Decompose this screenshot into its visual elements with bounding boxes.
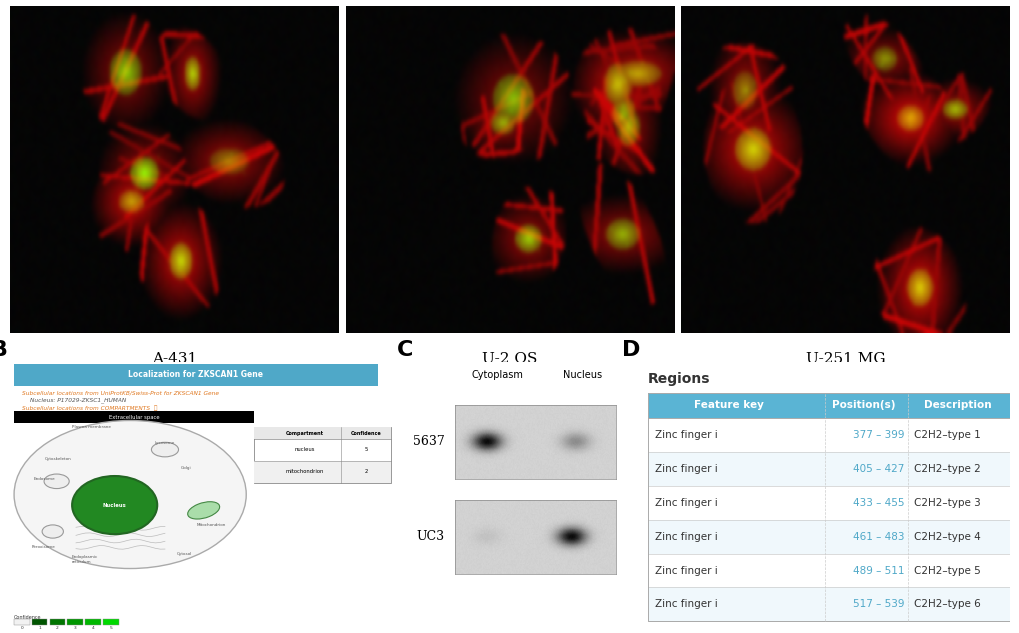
Text: 1: 1 xyxy=(38,626,41,630)
Text: Zinc finger i: Zinc finger i xyxy=(654,430,717,440)
Text: 461 – 483: 461 – 483 xyxy=(852,532,904,542)
FancyBboxPatch shape xyxy=(67,618,83,625)
FancyBboxPatch shape xyxy=(14,618,30,625)
Text: 5: 5 xyxy=(365,448,368,453)
FancyBboxPatch shape xyxy=(50,618,65,625)
Text: 2: 2 xyxy=(365,469,368,474)
Text: 377 – 399: 377 – 399 xyxy=(852,430,904,440)
FancyBboxPatch shape xyxy=(647,520,1009,553)
Text: 517 – 539: 517 – 539 xyxy=(852,599,904,610)
Text: Nucleus: P17029-ZKSC1_HUMAN: Nucleus: P17029-ZKSC1_HUMAN xyxy=(30,398,125,403)
FancyBboxPatch shape xyxy=(14,364,377,386)
Ellipse shape xyxy=(14,420,246,568)
Text: Lysosome: Lysosome xyxy=(155,441,175,445)
Text: C2H2–type 4: C2H2–type 4 xyxy=(913,532,979,542)
FancyBboxPatch shape xyxy=(86,618,101,625)
Ellipse shape xyxy=(44,474,69,489)
Text: Peroxisome: Peroxisome xyxy=(32,546,55,549)
Text: Regions: Regions xyxy=(647,372,709,385)
Ellipse shape xyxy=(72,476,157,534)
Text: Endoplasmic
reticulum: Endoplasmic reticulum xyxy=(72,555,98,563)
Text: Zinc finger i: Zinc finger i xyxy=(654,532,717,542)
Text: C: C xyxy=(396,340,413,360)
Text: B: B xyxy=(0,340,8,360)
Text: Subcellular locations from UniProtKB/Swiss-Prot for ZKSCAN1 Gene: Subcellular locations from UniProtKB/Swi… xyxy=(21,391,219,395)
Text: 0: 0 xyxy=(20,626,23,630)
FancyBboxPatch shape xyxy=(103,618,118,625)
FancyBboxPatch shape xyxy=(32,618,47,625)
FancyBboxPatch shape xyxy=(647,486,1009,520)
Text: mitochondrion: mitochondrion xyxy=(285,469,324,474)
Text: 405 – 427: 405 – 427 xyxy=(852,464,904,473)
Text: Confidence: Confidence xyxy=(351,430,381,436)
Text: Mitochondrion: Mitochondrion xyxy=(197,523,226,527)
Text: Extracellular space: Extracellular space xyxy=(109,415,159,420)
FancyBboxPatch shape xyxy=(647,392,1009,418)
Text: 433 – 455: 433 – 455 xyxy=(852,498,904,508)
FancyBboxPatch shape xyxy=(647,452,1009,486)
Ellipse shape xyxy=(151,442,178,457)
Text: Nucleus: Nucleus xyxy=(562,370,601,380)
Text: U-2 OS: U-2 OS xyxy=(482,353,537,367)
Text: Cytoplasm: Cytoplasm xyxy=(472,370,523,380)
Text: Description: Description xyxy=(923,400,990,410)
Text: 3: 3 xyxy=(73,626,76,630)
Text: C2H2–type 1: C2H2–type 1 xyxy=(913,430,979,440)
FancyBboxPatch shape xyxy=(254,427,391,439)
FancyBboxPatch shape xyxy=(647,587,1009,622)
Text: Cytosol: Cytosol xyxy=(176,552,192,556)
Text: C2H2–type 6: C2H2–type 6 xyxy=(913,599,979,610)
Text: nucleus: nucleus xyxy=(294,448,315,453)
Text: 4: 4 xyxy=(92,626,95,630)
FancyBboxPatch shape xyxy=(647,418,1009,452)
FancyBboxPatch shape xyxy=(647,553,1009,587)
Text: C2H2–type 5: C2H2–type 5 xyxy=(913,565,979,575)
Text: Endosome: Endosome xyxy=(34,477,55,480)
Text: Position(s): Position(s) xyxy=(832,400,895,410)
Text: Zinc finger i: Zinc finger i xyxy=(654,498,717,508)
Ellipse shape xyxy=(187,502,219,519)
Text: C2H2–type 3: C2H2–type 3 xyxy=(913,498,979,508)
Text: Compartment: Compartment xyxy=(285,430,323,436)
Text: 5637: 5637 xyxy=(413,435,444,448)
FancyBboxPatch shape xyxy=(254,427,391,482)
Text: Zinc finger i: Zinc finger i xyxy=(654,599,717,610)
Text: Zinc finger i: Zinc finger i xyxy=(654,464,717,473)
Text: 489 – 511: 489 – 511 xyxy=(852,565,904,575)
Text: Golgi: Golgi xyxy=(180,466,191,470)
Text: Subcellular locations from COMPARTMENTS  ⓘ: Subcellular locations from COMPARTMENTS … xyxy=(21,406,157,411)
Text: Nucleus: Nucleus xyxy=(103,503,126,508)
Text: Plasma membrane: Plasma membrane xyxy=(72,425,111,429)
Text: 2: 2 xyxy=(56,626,59,630)
Text: A-431: A-431 xyxy=(152,353,197,367)
Text: D: D xyxy=(622,340,640,360)
Text: Localization for ZKSCAN1 Gene: Localization for ZKSCAN1 Gene xyxy=(128,370,263,379)
Text: Cytoskeleton: Cytoskeleton xyxy=(45,457,71,461)
Text: UC3: UC3 xyxy=(417,530,444,543)
FancyBboxPatch shape xyxy=(14,411,254,423)
Text: Feature key: Feature key xyxy=(694,400,763,410)
Text: C2H2–type 2: C2H2–type 2 xyxy=(913,464,979,473)
Text: 5: 5 xyxy=(109,626,112,630)
Ellipse shape xyxy=(42,525,63,538)
Text: U-251 MG: U-251 MG xyxy=(805,353,884,367)
Text: Confidence: Confidence xyxy=(14,615,42,620)
FancyBboxPatch shape xyxy=(254,461,391,482)
Text: Zinc finger i: Zinc finger i xyxy=(654,565,717,575)
